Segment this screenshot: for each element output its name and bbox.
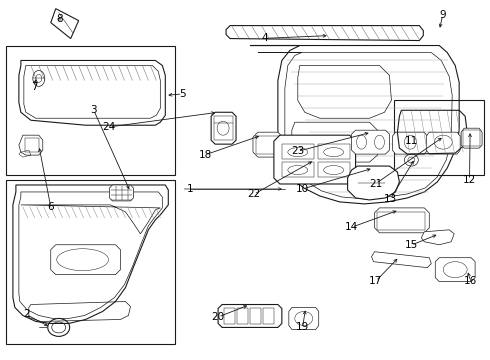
Polygon shape (421, 230, 454, 245)
Text: 8: 8 (56, 14, 63, 24)
Bar (318, 162, 349, 177)
Polygon shape (392, 132, 427, 154)
Text: 14: 14 (345, 222, 358, 232)
Text: 15: 15 (404, 240, 417, 250)
Text: 12: 12 (463, 175, 476, 185)
Bar (318, 144, 349, 159)
Bar (224, 307, 235, 324)
Text: 19: 19 (296, 322, 309, 332)
Bar (394, 100, 484, 175)
Polygon shape (274, 135, 356, 184)
Polygon shape (426, 132, 460, 154)
Text: 18: 18 (198, 150, 212, 160)
Bar (263, 307, 274, 324)
Bar (377, 212, 425, 230)
Bar (256, 136, 280, 154)
Polygon shape (435, 258, 475, 282)
Polygon shape (110, 185, 133, 201)
Text: 17: 17 (369, 276, 382, 286)
Text: 11: 11 (404, 136, 417, 145)
Text: 5: 5 (179, 89, 186, 99)
Bar (6, 180, 175, 345)
Polygon shape (371, 252, 431, 268)
Text: 6: 6 (48, 202, 54, 212)
Polygon shape (374, 208, 429, 233)
Polygon shape (352, 130, 390, 154)
Bar (282, 144, 314, 159)
Polygon shape (461, 128, 482, 148)
Bar (463, 130, 480, 146)
Text: 1: 1 (187, 184, 194, 194)
Text: 10: 10 (296, 184, 309, 194)
Bar (250, 307, 261, 324)
Polygon shape (218, 305, 282, 328)
Bar (214, 116, 233, 140)
Polygon shape (253, 132, 283, 157)
Text: 9: 9 (440, 10, 446, 20)
Text: 2: 2 (23, 310, 29, 319)
Bar (237, 307, 248, 324)
Text: 13: 13 (384, 194, 397, 204)
Bar (6, 45, 175, 175)
Text: 23: 23 (291, 146, 304, 156)
Text: 16: 16 (464, 276, 477, 286)
Text: 20: 20 (212, 312, 225, 322)
Bar (25, 138, 39, 152)
Polygon shape (347, 166, 399, 200)
Text: 7: 7 (31, 82, 37, 92)
Text: 4: 4 (261, 33, 268, 43)
Bar (282, 162, 314, 177)
Text: 24: 24 (103, 122, 116, 132)
Polygon shape (289, 307, 318, 329)
Text: 3: 3 (90, 105, 97, 115)
Text: 22: 22 (247, 189, 260, 199)
Polygon shape (19, 135, 43, 155)
Text: 21: 21 (369, 179, 382, 189)
